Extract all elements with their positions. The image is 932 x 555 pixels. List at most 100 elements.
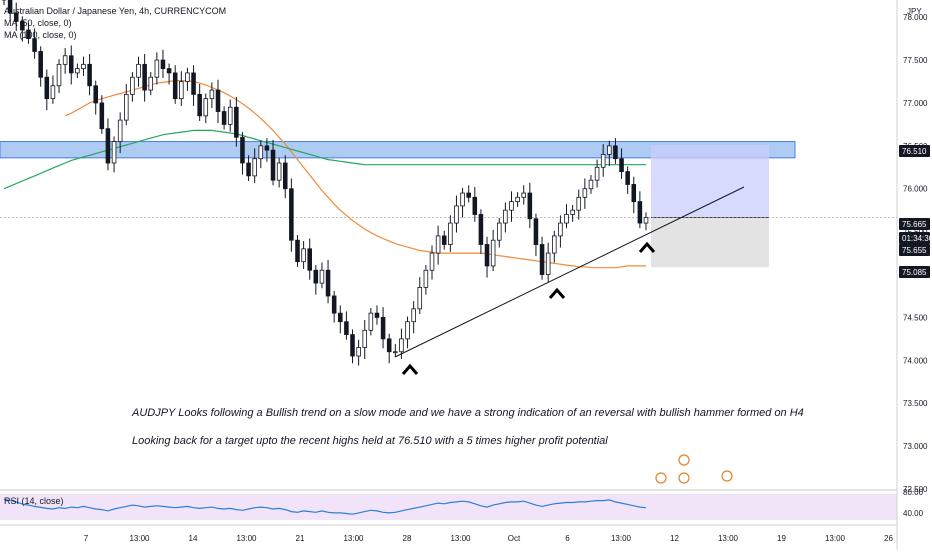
candle-body bbox=[33, 39, 37, 52]
candle-body bbox=[302, 249, 306, 262]
chart-title: Australian Dollar / Japanese Yen, 4h, CU… bbox=[4, 6, 226, 16]
candle-body bbox=[540, 245, 544, 275]
candle-body bbox=[332, 296, 336, 313]
candle-body bbox=[430, 253, 434, 270]
candle-body bbox=[216, 90, 220, 111]
price-tag: 75.655 bbox=[899, 244, 930, 256]
candle-body bbox=[338, 313, 342, 322]
price-tag: 75.665 bbox=[899, 218, 930, 230]
candle-body bbox=[45, 77, 49, 98]
rsi-tick-label: 80.00 bbox=[903, 488, 924, 497]
candle-body bbox=[491, 240, 495, 266]
candle-body bbox=[241, 137, 245, 163]
price-tick-label: 77.000 bbox=[903, 99, 928, 108]
time-tick-label: 13:00 bbox=[450, 534, 471, 543]
time-tick-label: 13:00 bbox=[343, 534, 364, 543]
candle-body bbox=[296, 240, 300, 261]
candle-body bbox=[442, 236, 446, 245]
rsi-tick-label: 40.00 bbox=[903, 509, 924, 518]
candle-body bbox=[345, 322, 349, 335]
time-tick-label: 6 bbox=[565, 534, 570, 543]
candle-body bbox=[253, 159, 257, 176]
annotation-1: AUDJPY Looks following a Bullish trend o… bbox=[131, 407, 804, 419]
time-tick-label: 14 bbox=[189, 534, 198, 543]
time-tick-label: 13:00 bbox=[825, 534, 846, 543]
price-tag-label: 75.665 bbox=[902, 220, 927, 229]
time-tick-label: 19 bbox=[777, 534, 786, 543]
candle-body bbox=[485, 245, 489, 266]
time-tick-label: 26 bbox=[884, 534, 893, 543]
time-tick-label: 7 bbox=[84, 534, 89, 543]
event-icon[interactable] bbox=[656, 473, 666, 483]
candle-body bbox=[259, 146, 263, 159]
candle-body bbox=[546, 253, 550, 274]
candle-body bbox=[510, 202, 514, 211]
price-tag-label: 76.510 bbox=[902, 147, 927, 156]
event-icon[interactable] bbox=[679, 473, 689, 483]
price-tick-label: 74.500 bbox=[903, 313, 928, 322]
candle-body bbox=[375, 313, 379, 317]
candle-body bbox=[393, 352, 397, 353]
candle-body bbox=[436, 236, 440, 253]
candle-body bbox=[583, 189, 587, 198]
candle-body bbox=[381, 317, 385, 338]
candle-body bbox=[39, 51, 43, 77]
candle-body bbox=[534, 219, 538, 245]
price-tag: 75.085 bbox=[899, 266, 930, 278]
candle-body bbox=[326, 270, 330, 296]
time-tick-label: 13:00 bbox=[611, 534, 632, 543]
candle-body bbox=[559, 223, 563, 236]
candle-body bbox=[497, 223, 501, 240]
candle-body bbox=[124, 94, 128, 120]
candle-body bbox=[210, 90, 214, 99]
candle-body bbox=[589, 180, 593, 189]
candle-body bbox=[473, 197, 477, 214]
price-tag-label: 75.085 bbox=[902, 268, 927, 277]
candle-body bbox=[247, 163, 251, 176]
candle-body bbox=[424, 270, 428, 287]
candle-body bbox=[118, 120, 122, 141]
candle-body bbox=[57, 64, 61, 85]
candle-body bbox=[479, 214, 483, 244]
candle-body bbox=[234, 107, 238, 137]
price-tick-label: 73.500 bbox=[903, 399, 928, 408]
loss-zone[interactable] bbox=[651, 217, 769, 267]
candle-body bbox=[503, 210, 507, 223]
event-icon[interactable] bbox=[722, 471, 732, 481]
candle-body bbox=[314, 270, 318, 283]
ma50-legend: MA (50, close, 0) bbox=[4, 18, 72, 28]
candle-body bbox=[167, 69, 171, 73]
price-tag-label: 75.655 bbox=[902, 246, 927, 255]
price-tag-label: 01:34:30 bbox=[902, 234, 932, 243]
candle-body bbox=[112, 142, 116, 163]
candle-body bbox=[571, 210, 575, 214]
event-icon[interactable] bbox=[679, 455, 689, 465]
time-tick-label: 13:00 bbox=[718, 534, 739, 543]
candle-body bbox=[106, 129, 110, 163]
candle-body bbox=[149, 77, 153, 90]
candle-body bbox=[363, 330, 367, 347]
time-tick-label: Oct bbox=[508, 534, 521, 543]
candle-body bbox=[265, 146, 269, 150]
candle-body bbox=[51, 86, 55, 99]
candle-body bbox=[308, 249, 312, 270]
candle-body bbox=[137, 64, 141, 77]
candle-body bbox=[179, 82, 183, 99]
candle-body bbox=[406, 322, 410, 339]
profit-zone[interactable] bbox=[651, 145, 769, 217]
candle-body bbox=[387, 339, 391, 352]
candle-body bbox=[638, 202, 642, 223]
candle-body bbox=[461, 193, 465, 206]
candle-body bbox=[418, 287, 422, 308]
time-tick-label: 13:00 bbox=[236, 534, 257, 543]
currency-label: JPY bbox=[907, 7, 922, 16]
candle-body bbox=[601, 154, 605, 167]
candle-body bbox=[155, 60, 159, 77]
candle-body bbox=[198, 94, 202, 115]
candle-body bbox=[467, 193, 471, 197]
candle-body bbox=[100, 103, 104, 129]
candle-body bbox=[204, 99, 208, 116]
candle-body bbox=[369, 313, 373, 330]
